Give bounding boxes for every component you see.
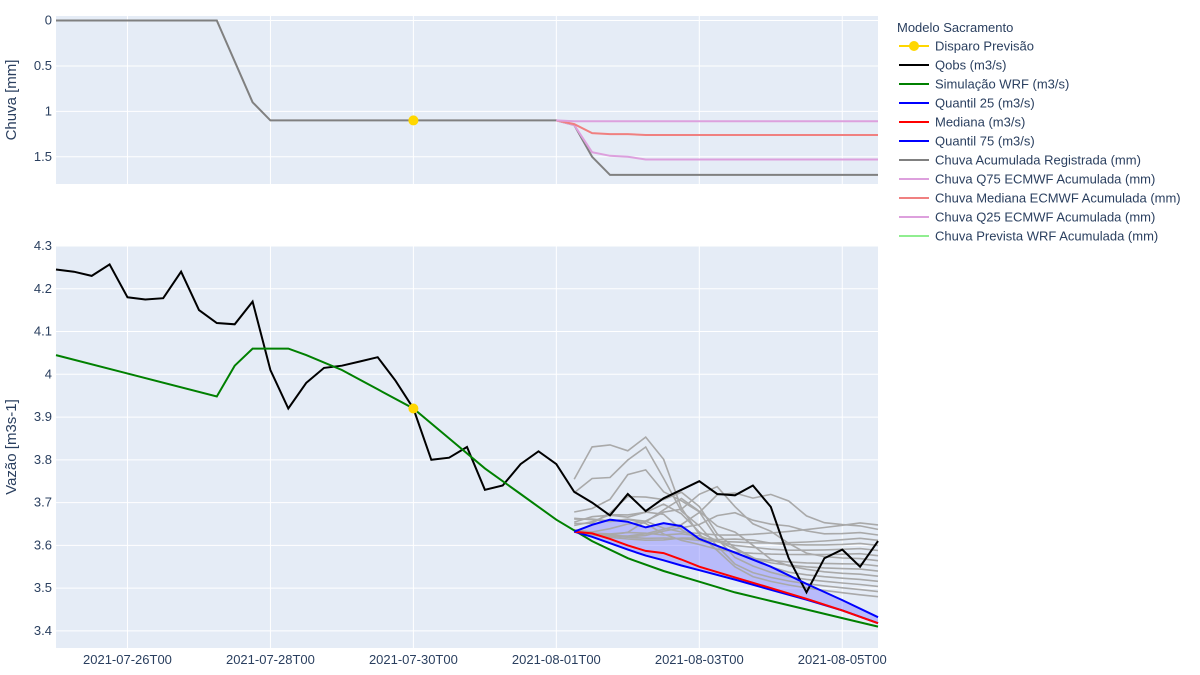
ensemble-member-line	[574, 503, 879, 572]
legend-label: Qobs (m3/s)	[935, 58, 1007, 73]
flow-y-tick-label: 3.9	[34, 409, 52, 424]
legend-title: Modelo Sacramento	[897, 20, 1013, 35]
legend-item[interactable]: Chuva Prevista WRF Acumulada (mm)	[899, 229, 1158, 244]
flow-y-ticks: 3.4 3.5 3.6 3.7 3.8 3.9 4 4.1 4.2 4.3	[34, 238, 52, 638]
flow-y-tick-label: 3.8	[34, 452, 52, 467]
rain-y-tick-label: 1.5	[34, 149, 52, 164]
rain-plot-area[interactable]	[56, 16, 878, 184]
flow-y-tick-label: 4.3	[34, 238, 52, 253]
legend-item[interactable]: Chuva Q25 ECMWF Acumulada (mm)	[899, 210, 1155, 225]
x-tick-label: 2021-07-28T00	[226, 652, 315, 667]
legend-marker	[909, 41, 919, 51]
flow-y-tick-label: 3.5	[34, 580, 52, 595]
ensemble-member-line	[574, 518, 879, 536]
flow-y-tick-label: 4	[45, 366, 52, 381]
x-tick-label: 2021-08-05T00	[798, 652, 887, 667]
x-tick-label: 2021-08-03T00	[655, 652, 744, 667]
legend-label: Quantil 75 (m3/s)	[935, 134, 1035, 149]
legend-item[interactable]: Disparo Previsão	[899, 39, 1034, 54]
flow-y-tick-label: 4.2	[34, 281, 52, 296]
legend-item[interactable]: Chuva Mediana ECMWF Acumulada (mm)	[899, 191, 1181, 206]
series-line-chuva-mediana-ecmwf-acumulada-mm[interactable]	[556, 119, 878, 136]
series-line-qobs-m3-s[interactable]	[55, 262, 879, 595]
legend-item[interactable]: Mediana (m3/s)	[899, 115, 1025, 130]
series-line-quantil-75-m3-s[interactable]	[573, 518, 879, 619]
flow-panel: 3.4 3.5 3.6 3.7 3.8 3.9 4 4.1 4.2 4.3 Vazão [m3s-…	[3, 238, 879, 648]
rain-y-ticks: 0 0.5 1 1.5	[34, 13, 52, 164]
legend-label: Chuva Prevista WRF Acumulada (mm)	[935, 229, 1158, 244]
legend-label: Disparo Previsão	[935, 39, 1034, 54]
rain-gridlines	[56, 16, 878, 184]
legend: Modelo Sacramento Disparo Previsão Qobs (…	[897, 20, 1181, 244]
forecast-trigger-marker[interactable]	[408, 403, 419, 414]
legend-item[interactable]: Simulação WRF (m3/s)	[899, 77, 1069, 92]
ensemble-member-line	[573, 445, 879, 593]
flow-y-tick-label: 3.4	[34, 623, 52, 638]
legend-item[interactable]: Quantil 25 (m3/s)	[899, 96, 1035, 111]
rain-y-axis-label: Chuva [mm]	[3, 60, 20, 141]
legend-label: Chuva Acumulada Registrada (mm)	[935, 153, 1141, 168]
ensemble-member-line	[574, 529, 879, 552]
flow-series	[55, 262, 879, 628]
x-axis-ticks: 2021-07-26T00 2021-07-28T00 2021-07-30T00 2…	[83, 652, 887, 667]
flow-y-axis-label: Vazão [m3s-1]	[3, 399, 20, 495]
legend-label: Chuva Q75 ECMWF Acumulada (mm)	[935, 172, 1155, 187]
flow-y-tick-label: 3.6	[34, 537, 52, 552]
series-line-chuva-q25-ecmwf-acumulada-mm[interactable]	[556, 119, 878, 123]
x-tick-label: 2021-07-30T00	[369, 652, 458, 667]
rain-y-tick-label: 0	[45, 13, 52, 28]
ensemble-member-line	[573, 435, 879, 598]
x-tick-label: 2021-08-01T00	[512, 652, 601, 667]
x-tick-label: 2021-07-26T00	[83, 652, 172, 667]
rain-y-tick-label: 0.5	[34, 58, 52, 73]
flow-y-tick-label: 3.7	[34, 495, 52, 510]
ensemble-member-line	[574, 468, 879, 588]
legend-item[interactable]: Chuva Q75 ECMWF Acumulada (mm)	[899, 172, 1155, 187]
rain-y-tick-label: 1	[45, 103, 52, 118]
series-line-mediana-m3-s[interactable]	[574, 530, 879, 625]
legend-item[interactable]: Chuva Acumulada Registrada (mm)	[899, 153, 1141, 168]
legend-label: Simulação WRF (m3/s)	[935, 77, 1069, 92]
legend-item[interactable]: Quantil 75 (m3/s)	[899, 134, 1035, 149]
rain-series	[56, 19, 878, 176]
legend-item[interactable]: Qobs (m3/s)	[899, 58, 1007, 73]
forecast-trigger-marker[interactable]	[408, 115, 419, 126]
legend-label: Mediana (m3/s)	[935, 115, 1025, 130]
ensemble-member-line	[574, 530, 879, 547]
legend-label: Chuva Mediana ECMWF Acumulada (mm)	[935, 191, 1181, 206]
legend-label: Chuva Q25 ECMWF Acumulada (mm)	[935, 210, 1155, 225]
legend-label: Quantil 25 (m3/s)	[935, 96, 1035, 111]
series-line-simula-o-wrf-m3-s[interactable]	[55, 347, 879, 628]
ensemble-member-line	[574, 497, 879, 577]
flow-y-tick-label: 4.1	[34, 324, 52, 339]
rain-panel: 0 0.5 1 1.5 Chuva [mm]	[3, 13, 878, 184]
